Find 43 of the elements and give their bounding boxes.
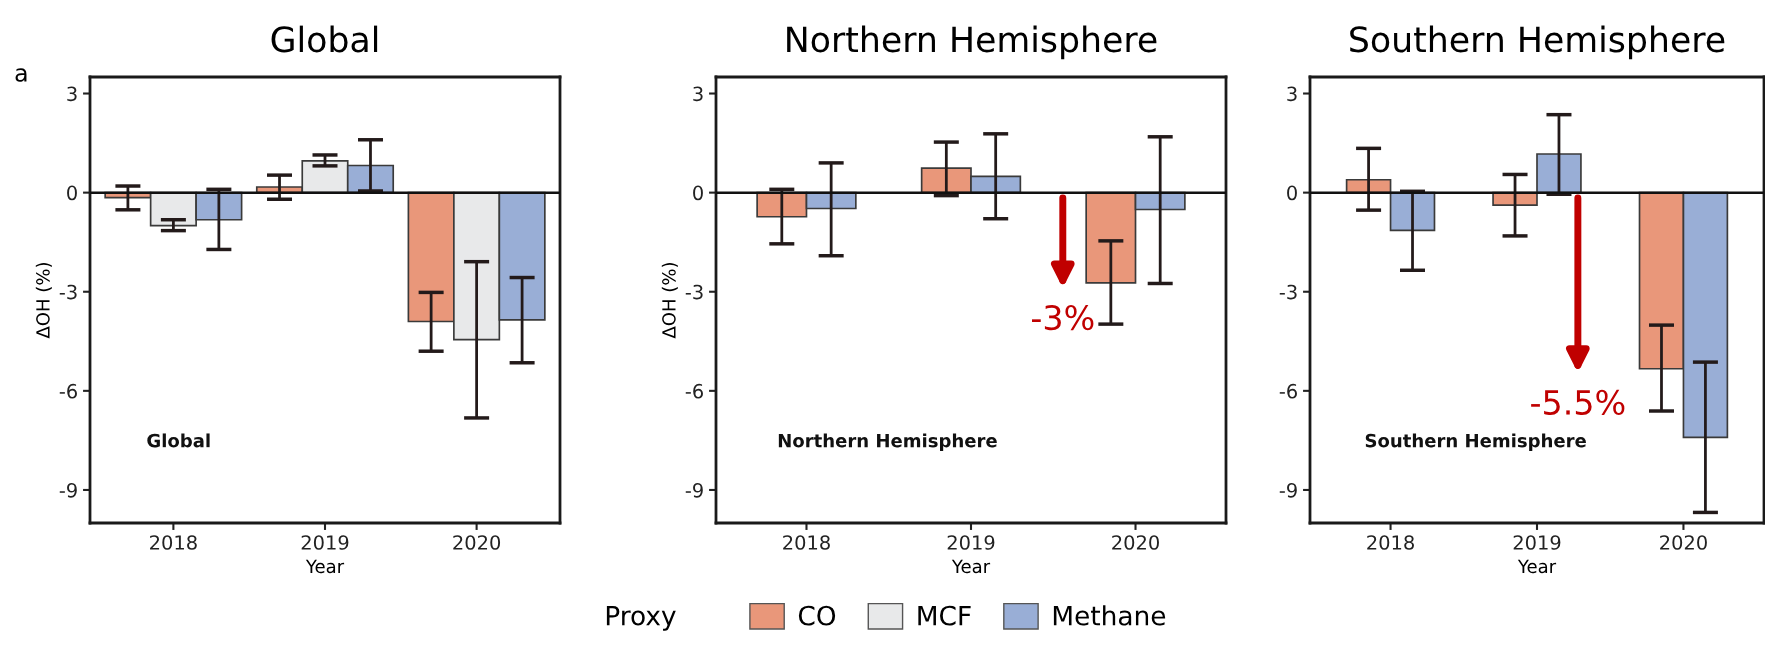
chart-title: Southern Hemisphere bbox=[1350, 25, 1725, 60]
y-tick-label: -3 bbox=[685, 284, 703, 300]
y-tick-label: 0 bbox=[1287, 185, 1297, 201]
x-tick-label: 2020 bbox=[453, 535, 501, 550]
legend-label: Methane bbox=[1053, 605, 1166, 626]
x-axis-title: Year bbox=[951, 559, 991, 574]
legend-label: MCF bbox=[918, 605, 971, 626]
chart-title: Northern Hemisphere bbox=[787, 25, 1157, 60]
x-tick-label: 2019 bbox=[1513, 535, 1561, 550]
y-tick-label: -6 bbox=[59, 383, 77, 399]
x-tick-label: 2018 bbox=[783, 535, 830, 550]
x-tick-label: 2019 bbox=[947, 535, 995, 550]
y-tick-label: -3 bbox=[1279, 284, 1297, 300]
y-tick-label: 3 bbox=[1287, 86, 1297, 102]
y-tick-label: 0 bbox=[693, 185, 703, 201]
y-tick-label: -9 bbox=[59, 482, 77, 498]
x-tick-label: 2020 bbox=[1112, 535, 1159, 550]
annotation: -3% bbox=[1031, 305, 1094, 331]
x-tick-label: 2019 bbox=[301, 535, 349, 550]
y-tick-label: -9 bbox=[1279, 482, 1297, 498]
text: a bbox=[15, 68, 27, 82]
y-tick-label: -9 bbox=[685, 482, 703, 498]
y-tick-label: 3 bbox=[67, 86, 77, 102]
y-tick-label: 0 bbox=[67, 185, 77, 201]
y-tick-label: -3 bbox=[59, 284, 77, 300]
y-tick-label: 3 bbox=[693, 86, 703, 102]
chart-title: Global bbox=[271, 25, 378, 53]
annotation: Global bbox=[147, 433, 210, 448]
annotation: -5.5% bbox=[1531, 389, 1625, 415]
x-axis-title: Year bbox=[1517, 559, 1557, 574]
legend-label: CO bbox=[798, 605, 836, 626]
y-axis-title: ΔOH (%) bbox=[661, 262, 678, 339]
legend-title: Proxy bbox=[606, 606, 676, 631]
y-axis-title: ΔOH (%) bbox=[35, 262, 52, 339]
x-tick-label: 2018 bbox=[1367, 535, 1414, 550]
x-tick-label: 2018 bbox=[150, 535, 197, 550]
y-tick-label: -6 bbox=[685, 383, 703, 399]
annotation: Northern Hemisphere bbox=[778, 433, 997, 451]
y-tick-label: -6 bbox=[1279, 383, 1297, 399]
x-tick-label: 2020 bbox=[1660, 535, 1707, 550]
annotation: Southern Hemisphere bbox=[1365, 433, 1586, 451]
bar bbox=[1536, 153, 1582, 194]
x-axis-title: Year bbox=[305, 559, 345, 574]
